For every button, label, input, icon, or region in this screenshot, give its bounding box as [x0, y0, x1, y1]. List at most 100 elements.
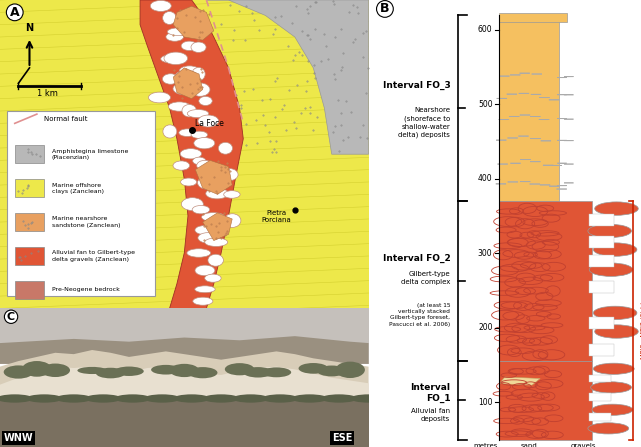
Ellipse shape: [163, 125, 177, 138]
Text: Interval FO_2: Interval FO_2: [383, 254, 450, 263]
Bar: [499, 13, 567, 22]
Bar: [499, 361, 592, 439]
Ellipse shape: [262, 367, 291, 377]
Bar: [589, 255, 613, 267]
Ellipse shape: [317, 366, 347, 376]
Polygon shape: [203, 213, 232, 240]
Polygon shape: [196, 160, 232, 194]
Ellipse shape: [169, 364, 199, 377]
Ellipse shape: [204, 274, 221, 282]
Ellipse shape: [588, 423, 629, 434]
Text: Amphistegina limestone
(Piacenzian): Amphistegina limestone (Piacenzian): [51, 148, 128, 160]
Ellipse shape: [181, 178, 197, 186]
Polygon shape: [173, 68, 203, 99]
Ellipse shape: [206, 188, 228, 199]
Ellipse shape: [173, 83, 197, 95]
Bar: [589, 393, 611, 401]
Ellipse shape: [0, 394, 33, 403]
Bar: [589, 236, 613, 248]
Ellipse shape: [320, 394, 358, 403]
Ellipse shape: [173, 394, 210, 403]
Ellipse shape: [203, 394, 240, 403]
Ellipse shape: [190, 83, 210, 96]
Ellipse shape: [194, 138, 215, 149]
Ellipse shape: [195, 265, 215, 276]
Text: Alluvial fan to Gilbert-type
delta gravels (Zanclean): Alluvial fan to Gilbert-type delta grave…: [51, 250, 135, 261]
Ellipse shape: [55, 394, 92, 403]
Ellipse shape: [224, 214, 241, 228]
Text: 200: 200: [478, 323, 492, 332]
Text: Interval
FO_1: Interval FO_1: [410, 383, 450, 403]
Bar: [589, 344, 613, 356]
Bar: [589, 281, 613, 293]
Polygon shape: [499, 377, 540, 385]
Ellipse shape: [221, 169, 238, 181]
Text: Pietra
Porciana: Pietra Porciana: [262, 210, 291, 223]
Bar: [0, 308, 369, 364]
Bar: [15, 247, 44, 265]
Ellipse shape: [161, 55, 180, 63]
Ellipse shape: [181, 198, 203, 211]
Ellipse shape: [590, 382, 631, 393]
Ellipse shape: [179, 66, 200, 76]
Ellipse shape: [149, 92, 171, 103]
Text: Nearshore
(shoreface to
shallow-water
delta) deposits: Nearshore (shoreface to shallow-water de…: [399, 107, 450, 139]
Text: C: C: [7, 312, 15, 322]
Ellipse shape: [594, 306, 637, 320]
Ellipse shape: [181, 41, 197, 51]
Text: Gilbert-type
delta complex: Gilbert-type delta complex: [401, 270, 450, 284]
Ellipse shape: [96, 368, 126, 378]
Ellipse shape: [204, 238, 228, 246]
Ellipse shape: [85, 394, 122, 403]
Ellipse shape: [198, 232, 217, 243]
Ellipse shape: [232, 394, 269, 403]
Ellipse shape: [169, 102, 190, 111]
Polygon shape: [0, 367, 369, 405]
Ellipse shape: [199, 97, 212, 105]
Polygon shape: [0, 350, 369, 405]
Ellipse shape: [193, 157, 206, 164]
Ellipse shape: [188, 367, 217, 378]
Text: N: N: [26, 23, 33, 33]
Ellipse shape: [193, 297, 213, 305]
Ellipse shape: [151, 365, 181, 375]
Ellipse shape: [197, 160, 213, 171]
Text: 1 km: 1 km: [37, 89, 58, 97]
Text: ESE: ESE: [332, 434, 352, 443]
Ellipse shape: [179, 129, 196, 136]
Ellipse shape: [182, 105, 196, 117]
Bar: [589, 214, 613, 226]
Text: 600: 600: [478, 25, 492, 34]
Text: Marine offshore
clays (Zanclean): Marine offshore clays (Zanclean): [51, 182, 104, 194]
Bar: [589, 375, 611, 382]
Polygon shape: [140, 0, 244, 308]
Bar: [499, 201, 592, 361]
Ellipse shape: [144, 394, 181, 403]
Bar: [8, 111, 155, 296]
Ellipse shape: [166, 32, 183, 41]
Text: 100: 100: [478, 398, 492, 407]
Ellipse shape: [589, 263, 633, 276]
Ellipse shape: [162, 74, 179, 84]
Ellipse shape: [595, 202, 638, 215]
Text: (at least 15
vertically stacked
Gilbert-type foreset,
Pascucci et al. 2006): (at least 15 vertically stacked Gilbert-…: [389, 303, 450, 327]
Ellipse shape: [163, 12, 176, 25]
Text: 400: 400: [478, 174, 492, 183]
Ellipse shape: [187, 249, 211, 257]
Polygon shape: [173, 6, 214, 40]
Bar: [589, 316, 613, 329]
Bar: [15, 213, 44, 232]
Text: sand: sand: [521, 443, 538, 447]
Text: gravels: gravels: [571, 443, 597, 447]
Text: Pre-Neogene bedrock: Pre-Neogene bedrock: [51, 287, 119, 292]
Ellipse shape: [167, 28, 190, 36]
Ellipse shape: [594, 243, 637, 256]
Ellipse shape: [224, 191, 240, 198]
Text: 500: 500: [478, 100, 492, 109]
Bar: [15, 179, 44, 198]
Ellipse shape: [26, 394, 63, 403]
Ellipse shape: [192, 67, 205, 80]
Ellipse shape: [22, 361, 51, 377]
Ellipse shape: [208, 254, 224, 266]
Text: Interval FO_3: Interval FO_3: [383, 81, 450, 90]
